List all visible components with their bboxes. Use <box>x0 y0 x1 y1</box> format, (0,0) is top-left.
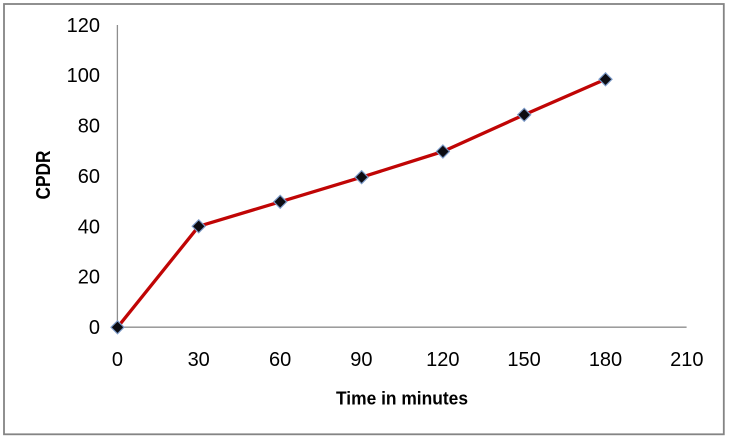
svg-text:210: 210 <box>670 349 703 371</box>
svg-text:Time in minutes: Time in minutes <box>336 388 468 409</box>
svg-text:20: 20 <box>78 267 100 289</box>
svg-text:90: 90 <box>350 349 372 371</box>
svg-text:60: 60 <box>269 349 291 371</box>
svg-text:CPDR: CPDR <box>32 150 55 199</box>
svg-text:120: 120 <box>67 15 100 37</box>
svg-text:60: 60 <box>78 166 100 188</box>
svg-text:120: 120 <box>426 349 459 371</box>
svg-text:80: 80 <box>78 116 100 138</box>
svg-text:180: 180 <box>589 349 622 371</box>
svg-text:150: 150 <box>507 349 540 371</box>
svg-text:100: 100 <box>67 65 100 87</box>
svg-text:0: 0 <box>112 349 123 371</box>
svg-text:30: 30 <box>188 349 210 371</box>
svg-text:0: 0 <box>89 317 100 339</box>
svg-text:40: 40 <box>78 216 100 238</box>
